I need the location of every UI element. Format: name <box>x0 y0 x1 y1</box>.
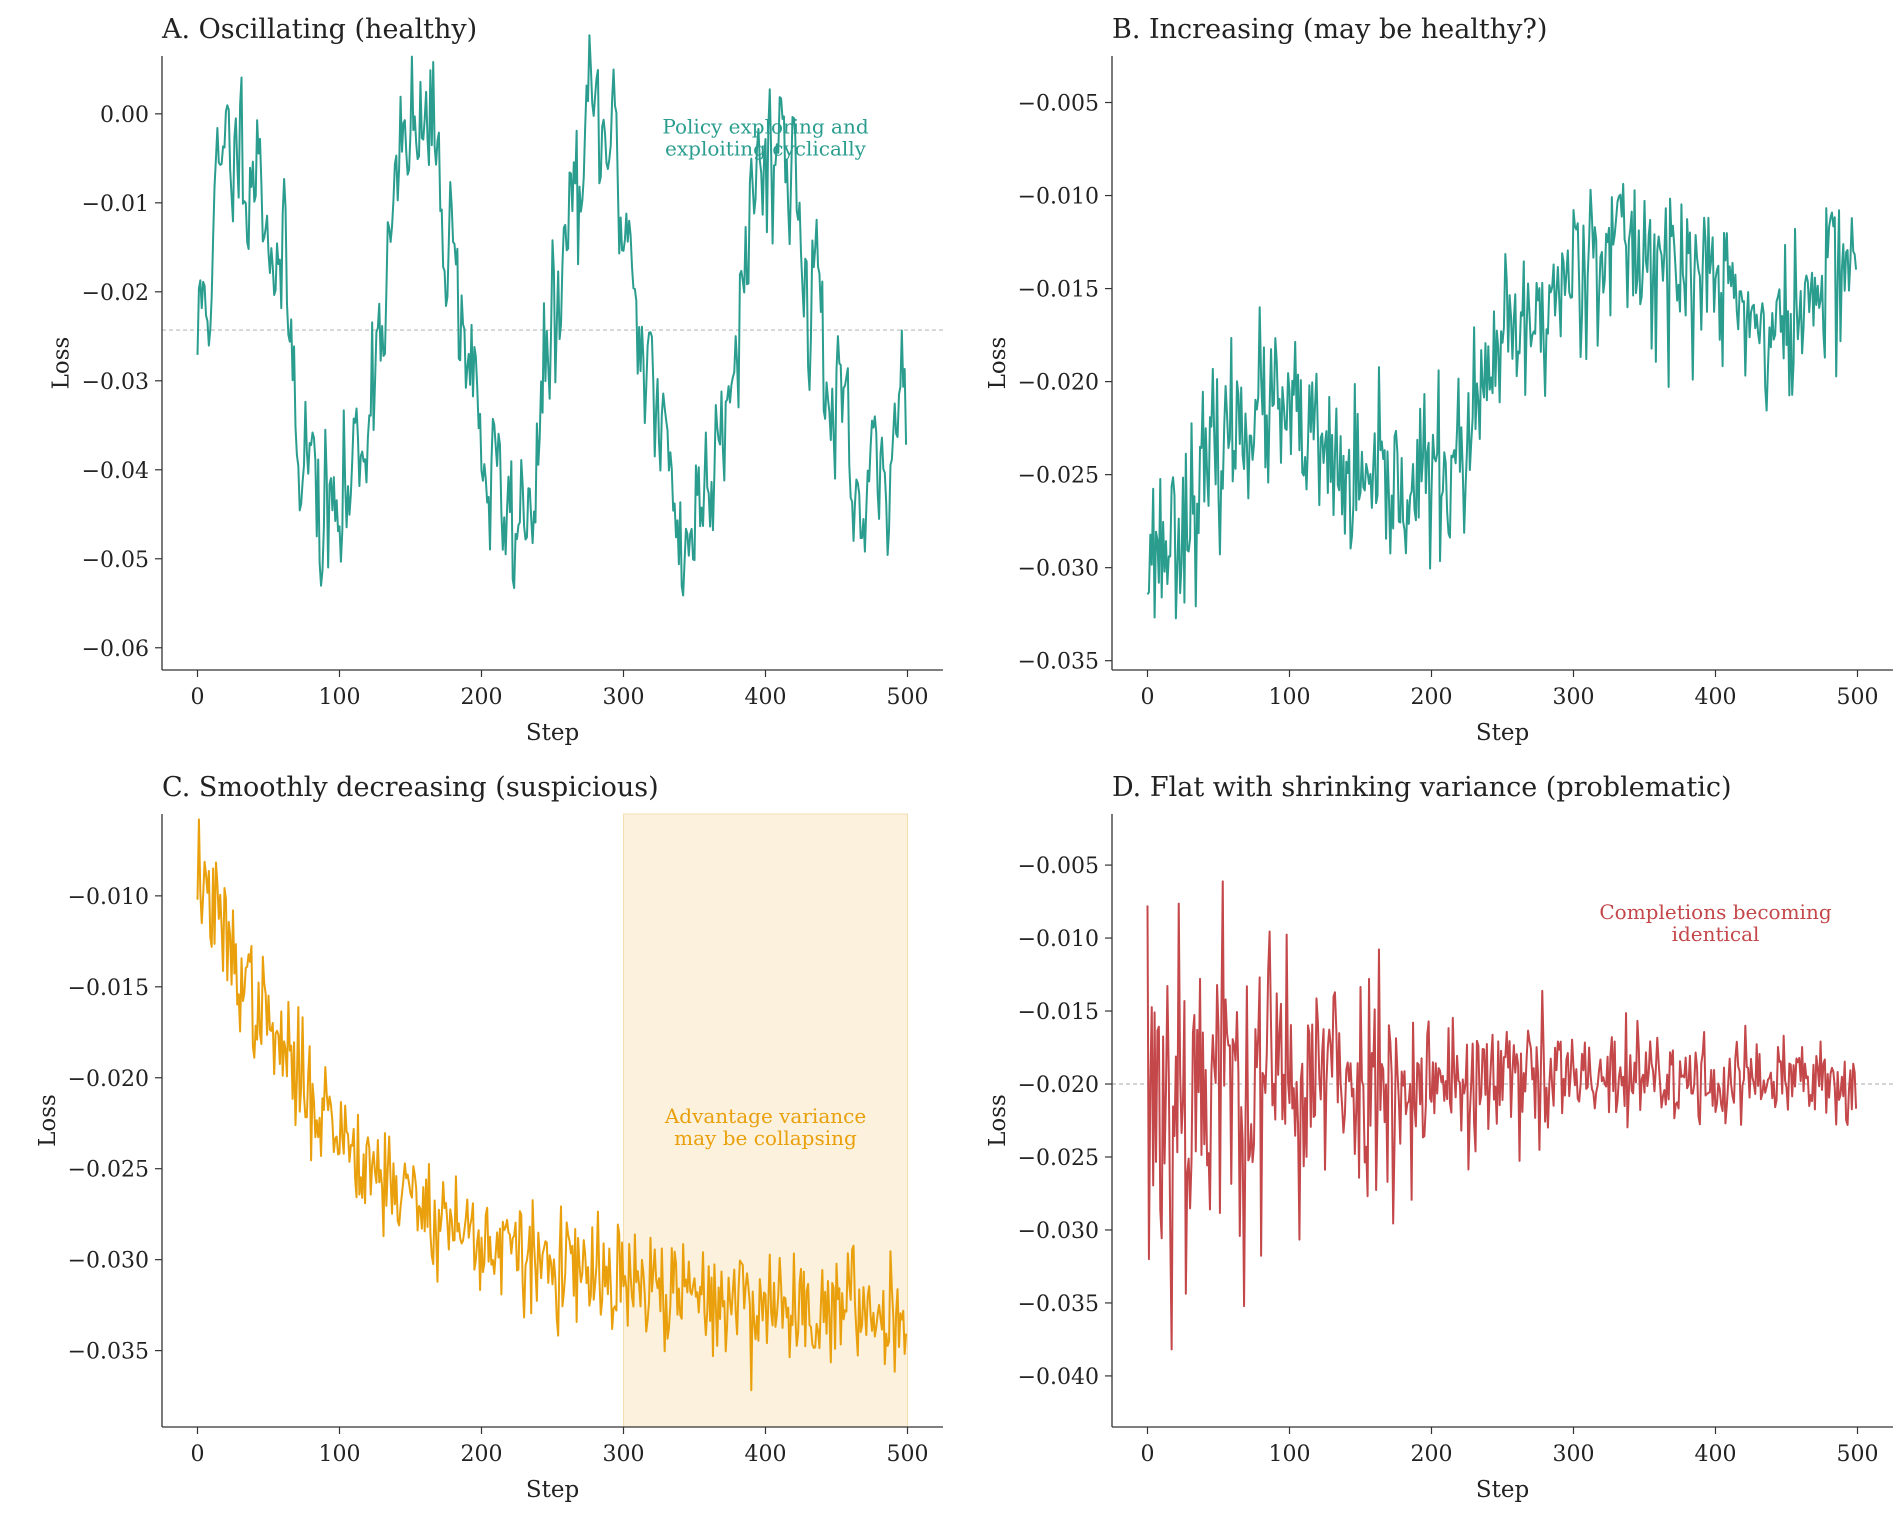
x-tick-label: 100 <box>319 1442 361 1467</box>
loss-series-line <box>196 818 908 1392</box>
y-tick-label: −0.015 <box>1018 278 1099 303</box>
panel-c: 0 100 200 300 400 500 −0.010 −0.015 −0.020 −0.025… <box>35 772 943 1503</box>
y-tick-label: −0.025 <box>1018 464 1099 489</box>
y-tick-label: −0.040 <box>1018 1365 1099 1390</box>
panel-a: 0 100 200 300 400 500 0.00 −0.01 −0.02 −0.03 −0.04… <box>49 14 943 746</box>
loss-series-line <box>1146 880 1858 1351</box>
x-tick-label: 400 <box>745 1442 787 1467</box>
x-tick-label: 200 <box>461 1442 503 1467</box>
x-tick-label: 0 <box>1141 1442 1155 1467</box>
x-axis-label: Step <box>526 720 579 746</box>
x-axis-label: Step <box>1476 1477 1529 1503</box>
x-tick-label: 100 <box>1269 685 1311 710</box>
x-tick-label: 300 <box>603 1442 645 1467</box>
y-tick-label: −0.015 <box>68 976 149 1001</box>
x-axis-label: Step <box>1476 720 1529 746</box>
x-tick-label: 0 <box>1141 685 1155 710</box>
y-tick-label: −0.010 <box>1018 927 1099 952</box>
x-tick-label: 500 <box>887 1442 929 1467</box>
y-tick-label: −0.035 <box>1018 650 1099 675</box>
annotation-text: Completions becoming identical <box>1599 900 1831 946</box>
y-axis-label: Loss <box>49 337 75 390</box>
panel-b: 0 100 200 300 400 500 −0.005 −0.010 −0.015 −0.020… <box>985 14 1893 746</box>
x-tick-label: 0 <box>191 685 205 710</box>
y-tick-label: −0.035 <box>68 1340 149 1365</box>
y-tick-label: −0.05 <box>82 548 149 573</box>
y-tick-label: −0.025 <box>1018 1146 1099 1171</box>
chart-title: A. Oscillating (healthy) <box>161 14 477 45</box>
annotation-text: Advantage variance may be collapsing <box>664 1104 866 1150</box>
y-axis-label: Loss <box>985 337 1011 390</box>
x-tick-label: 500 <box>887 685 929 710</box>
x-tick-label: 500 <box>1837 685 1879 710</box>
x-tick-label: 400 <box>1695 1442 1737 1467</box>
x-tick-label: 400 <box>745 685 787 710</box>
x-tick-label: 100 <box>319 685 361 710</box>
y-tick-label: −0.06 <box>82 637 149 662</box>
y-tick-label: −0.005 <box>1018 92 1099 117</box>
y-axis-label: Loss <box>35 1094 61 1147</box>
chart-title: C. Smoothly decreasing (suspicious) <box>162 772 659 803</box>
chart-title: B. Increasing (may be healthy?) <box>1112 14 1547 45</box>
x-tick-label: 200 <box>461 685 503 710</box>
x-axis-label: Step <box>526 1477 579 1503</box>
y-tick-label: −0.005 <box>1018 854 1099 879</box>
y-tick-label: −0.020 <box>1018 371 1099 396</box>
y-tick-label: −0.02 <box>82 281 149 306</box>
annotation-text: Policy exploring and exploiting cyclicall… <box>662 114 868 160</box>
y-tick-label: −0.025 <box>68 1158 149 1183</box>
x-tick-label: 400 <box>1695 685 1737 710</box>
y-tick-label: −0.03 <box>82 370 149 395</box>
x-tick-label: 300 <box>1553 685 1595 710</box>
y-tick-label: 0.00 <box>100 103 149 128</box>
y-tick-label: −0.020 <box>1018 1073 1099 1098</box>
chart-title: D. Flat with shrinking variance (problem… <box>1112 772 1732 803</box>
x-tick-label: 300 <box>1553 1442 1595 1467</box>
loss-series-line <box>1146 182 1858 620</box>
x-tick-label: 300 <box>603 685 645 710</box>
y-tick-label: −0.030 <box>1018 557 1099 582</box>
x-tick-label: 0 <box>191 1442 205 1467</box>
y-tick-label: −0.020 <box>68 1067 149 1092</box>
x-tick-label: 200 <box>1411 685 1453 710</box>
panel-d: 0 100 200 300 400 500 −0.005 −0.010 −0.015 −0.020… <box>985 772 1893 1503</box>
y-tick-label: −0.035 <box>1018 1292 1099 1317</box>
y-tick-label: −0.04 <box>82 459 149 484</box>
y-tick-label: −0.030 <box>1018 1219 1099 1244</box>
x-tick-label: 200 <box>1411 1442 1453 1467</box>
y-tick-label: −0.030 <box>68 1249 149 1274</box>
y-tick-label: −0.010 <box>1018 185 1099 210</box>
y-tick-label: −0.010 <box>68 885 149 910</box>
x-tick-label: 100 <box>1269 1442 1311 1467</box>
y-tick-label: −0.015 <box>1018 1000 1099 1025</box>
loss-series-line <box>196 34 908 597</box>
x-tick-label: 500 <box>1837 1442 1879 1467</box>
y-tick-label: −0.01 <box>82 192 149 217</box>
y-axis-label: Loss <box>985 1094 1011 1147</box>
